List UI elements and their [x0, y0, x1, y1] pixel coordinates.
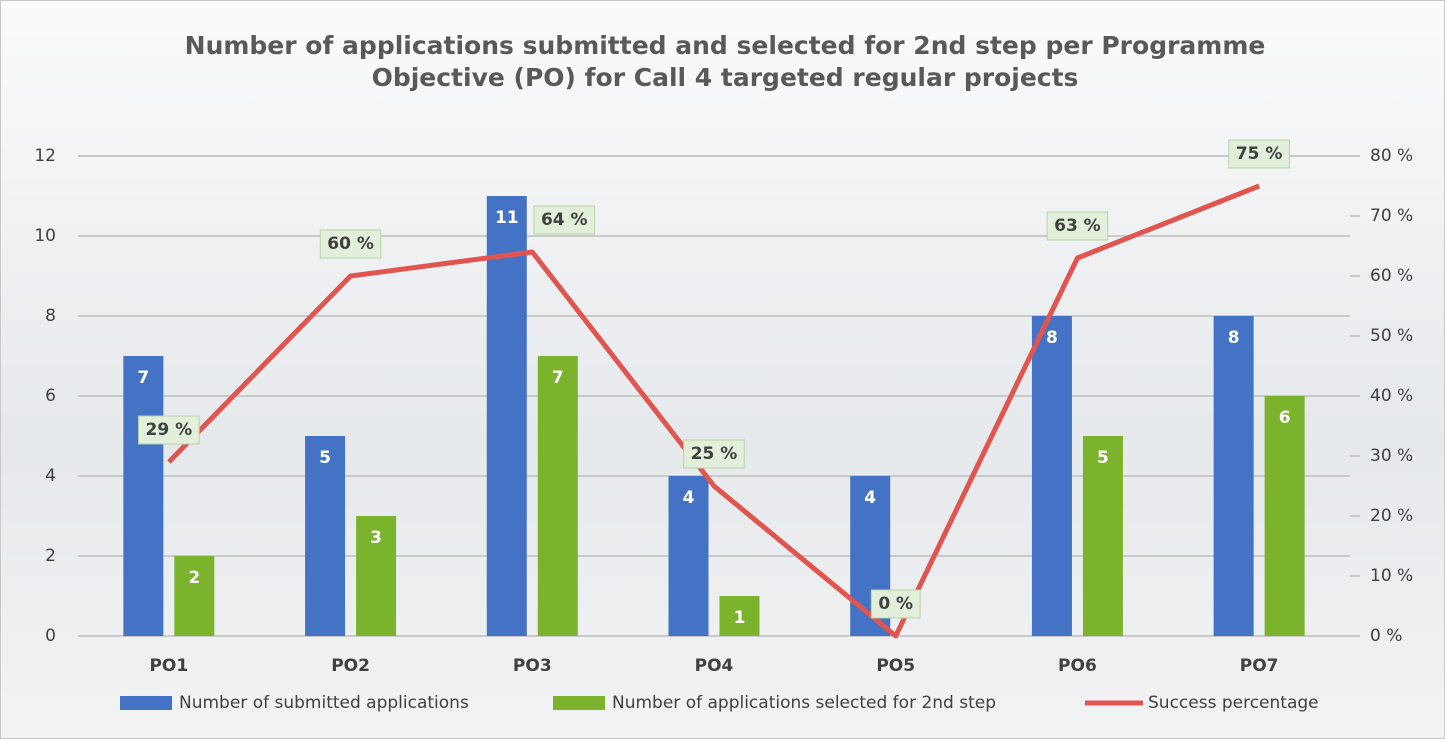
line-value-label: 25 %	[691, 444, 738, 464]
bar	[123, 356, 164, 636]
bar	[1031, 316, 1072, 636]
legend-label: Number of applications selected for 2nd …	[612, 693, 996, 713]
y2-tick-label: 30 %	[1370, 446, 1413, 466]
bar	[1264, 396, 1305, 636]
bar	[356, 516, 397, 636]
y-tick-label: 6	[45, 386, 56, 406]
x-tick-label: PO4	[695, 656, 734, 676]
y-tick-label: 12	[34, 146, 56, 166]
line-value-label-box	[683, 439, 745, 469]
x-tick-label: PO1	[149, 656, 188, 676]
y2-tick-label: 40 %	[1370, 386, 1413, 406]
line-value-label-box	[138, 415, 200, 445]
bar-value-label: 3	[370, 528, 382, 548]
legend-swatch	[120, 696, 172, 710]
bar	[174, 556, 215, 636]
bar-value-label: 7	[552, 368, 564, 388]
x-tick-label: PO3	[513, 656, 552, 676]
bar-value-label: 2	[188, 568, 200, 588]
bar	[1082, 436, 1123, 636]
bar-value-label: 4	[864, 488, 876, 508]
legend-label: Number of submitted applications	[179, 693, 469, 713]
line-value-label: 63 %	[1054, 216, 1101, 236]
x-tick-label: PO5	[876, 656, 915, 676]
bar-value-label: 11	[495, 208, 519, 228]
x-tick-label: PO7	[1240, 656, 1279, 676]
bar-value-label: 5	[319, 448, 331, 468]
x-tick-label: PO2	[331, 656, 370, 676]
line-value-label: 0 %	[878, 594, 913, 614]
bar-value-label: 6	[1279, 408, 1291, 428]
line-value-label: 75 %	[1236, 144, 1283, 164]
bar	[486, 196, 527, 636]
bar-value-label: 8	[1228, 328, 1240, 348]
bar	[719, 596, 760, 636]
line-value-label-box	[533, 205, 596, 235]
y2-tick-label: 70 %	[1370, 206, 1413, 226]
bar-value-label: 1	[734, 608, 746, 628]
y-tick-label: 0	[45, 626, 56, 646]
chart-title: Number of applications submitted and sel…	[184, 31, 1266, 92]
bar-value-label: 4	[683, 488, 695, 508]
legend-label: Success percentage	[1148, 693, 1319, 713]
line	[167, 183, 1261, 639]
bar	[668, 476, 709, 636]
x-tick-label: PO6	[1058, 656, 1097, 676]
line-value-label-box	[1228, 139, 1290, 169]
y-tick-label: 4	[45, 466, 56, 486]
y2-tick-label: 60 %	[1370, 266, 1413, 286]
bar-value-label: 7	[137, 368, 149, 388]
legend-swatch	[553, 696, 605, 710]
line-value-label: 60 %	[327, 234, 374, 254]
bar	[537, 356, 578, 636]
bar-value-label: 5	[1097, 448, 1109, 468]
bar-value-label: 8	[1046, 328, 1058, 348]
y2-tick-label: 50 %	[1370, 326, 1413, 346]
line-value-label: 64 %	[541, 210, 588, 230]
y2-tick-label: 20 %	[1370, 506, 1413, 526]
line-value-label: 29 %	[146, 420, 193, 440]
y2-tick-label: 10 %	[1370, 566, 1413, 586]
y2-tick-label: 0 %	[1370, 626, 1402, 646]
y-tick-label: 8	[45, 306, 56, 326]
y2-tick-label: 80 %	[1370, 146, 1413, 166]
bar	[305, 436, 346, 636]
line-value-label-box	[319, 229, 382, 259]
bar	[1213, 316, 1254, 636]
line-value-label-box	[1046, 211, 1109, 241]
y-tick-label: 2	[45, 546, 56, 566]
line-value-label-box	[870, 589, 921, 619]
y-tick-label: 10	[34, 226, 56, 246]
